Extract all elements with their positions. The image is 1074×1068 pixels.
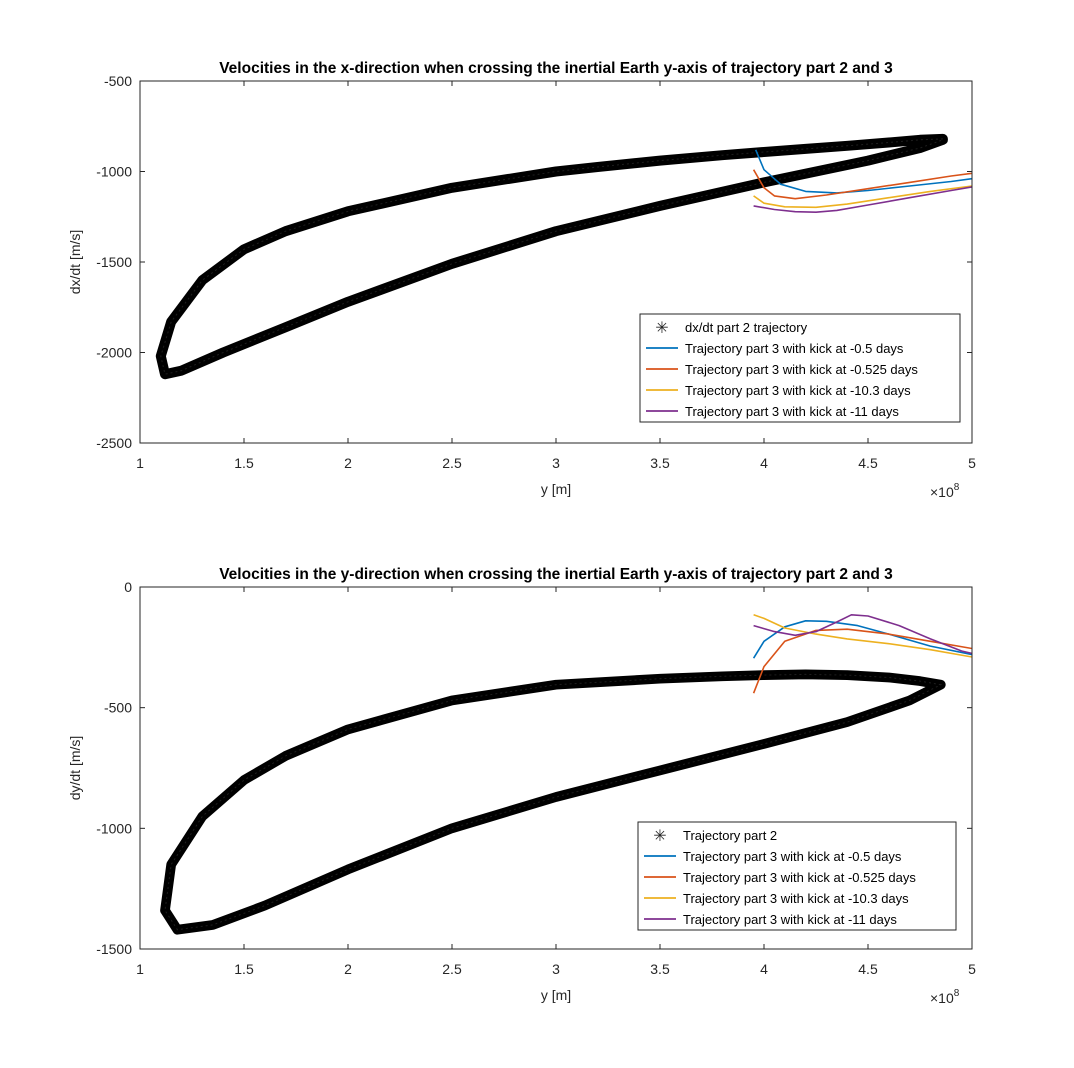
chart-1-x-exponent-base: ×10	[930, 484, 954, 500]
x-tick-label: 3	[552, 455, 560, 471]
x-tick-label: 1.5	[234, 961, 254, 977]
series-line-3	[753, 185, 972, 209]
x-tick-label: 3	[552, 961, 560, 977]
legend-entry-label: Trajectory part 3 with kick at -11 days	[685, 404, 899, 419]
y-tick-label: -2500	[96, 435, 132, 451]
y-tick-label: -1000	[96, 820, 132, 836]
x-tick-label: 2	[344, 455, 352, 471]
series-line-2	[752, 169, 972, 200]
y-tick-label: -1500	[96, 254, 132, 270]
loop-series-texture	[164, 673, 943, 931]
y-tick-label: 0	[124, 579, 132, 595]
series-line-3	[753, 614, 972, 658]
legend-entry-label: dx/dt part 2 trajectory	[685, 320, 808, 335]
chart-1-plot-area	[155, 133, 972, 380]
x-tick-label: 3.5	[650, 961, 670, 977]
chart-2-ylabel: dy/dt [m/s]	[67, 736, 83, 801]
legend-asterisk-marker: ✳	[655, 320, 668, 337]
legend-entry-label: Trajectory part 3 with kick at -10.3 day…	[683, 891, 909, 906]
chart-2-x-exponent-power: 8	[954, 988, 960, 999]
chart-2-legend: ✳ Trajectory part 2 Trajectory part 3 with…	[637, 821, 957, 931]
chart-2-plot-area	[160, 614, 972, 935]
legend-entry-label: Trajectory part 3 with kick at -0.5 days	[685, 341, 904, 356]
chart-1-title: Velocities in the x-direction when cross…	[219, 60, 893, 77]
legend-asterisk-marker: ✳	[653, 828, 666, 845]
x-tick-label: 4	[760, 961, 768, 977]
legend-entry-label: Trajectory part 3 with kick at -0.525 da…	[683, 870, 916, 885]
x-tick-label: 3.5	[650, 455, 670, 471]
x-tick-label: 5	[968, 455, 976, 471]
y-tick-label: -2000	[96, 345, 132, 361]
series-line-1	[752, 620, 972, 659]
x-tick-label: 2.5	[442, 961, 462, 977]
loop-series-texture	[160, 138, 944, 375]
x-tick-label: 4.5	[858, 961, 878, 977]
x-tick-label: 1	[136, 455, 144, 471]
chart-1-legend: ✳ dx/dt part 2 trajectory Trajectory part …	[639, 313, 961, 423]
chart-2-title: Velocities in the y-direction when cross…	[219, 566, 893, 583]
x-tick-label: 1.5	[234, 455, 254, 471]
x-tick-label: 5	[968, 961, 976, 977]
chart-2-marks	[160, 614, 972, 935]
chart-2: Velocities in the y-direction when cross…	[67, 566, 976, 1006]
loop-series-band	[160, 669, 946, 935]
legend-entry-label: Trajectory part 2	[683, 828, 777, 843]
x-tick-label: 1	[136, 961, 144, 977]
legend-box	[637, 821, 957, 931]
chart-1-ylabel: dx/dt [m/s]	[67, 230, 83, 295]
y-tick-label: -500	[104, 700, 132, 716]
chart-1-xlabel: y [m]	[541, 481, 571, 497]
chart-1-x-exponent: ×108	[930, 482, 960, 500]
y-tick-label: -500	[104, 73, 132, 89]
chart-2-ticks: 1 1.5 2 2.5 3 3.5 4 4.5 5 0 -500 -1000 -1500	[96, 579, 976, 977]
chart-1-x-exponent-power: 8	[954, 482, 960, 493]
chart-1-ticks: 1 1.5 2 2.5 3 3.5 4 4.5 5 -500 -1000 -1500 -2000 -250…	[96, 73, 976, 471]
legend-box	[639, 313, 961, 423]
chart-2-xlabel: y [m]	[541, 987, 571, 1003]
x-tick-label: 2	[344, 961, 352, 977]
legend-entry-label: Trajectory part 3 with kick at -0.525 da…	[685, 362, 918, 377]
legend-entry-label: Trajectory part 3 with kick at -0.5 days	[683, 849, 902, 864]
series-line-4	[753, 186, 972, 213]
legend-entry-label: Trajectory part 3 with kick at -10.3 day…	[685, 383, 911, 398]
chart-2-x-exponent-base: ×10	[930, 990, 954, 1006]
chart-2-x-exponent: ×108	[930, 988, 960, 1006]
series-line-2	[752, 628, 972, 694]
y-tick-label: -1000	[96, 164, 132, 180]
x-tick-label: 2.5	[442, 455, 462, 471]
x-tick-label: 4.5	[858, 455, 878, 471]
loop-series-band	[155, 133, 948, 380]
chart-1-marks	[155, 133, 972, 380]
y-tick-label: -1500	[96, 941, 132, 957]
legend-entry-label: Trajectory part 3 with kick at -11 days	[683, 912, 897, 927]
series-line-4	[753, 614, 972, 655]
chart-1: Velocities in the x-direction when cross…	[67, 60, 976, 500]
x-tick-label: 4	[760, 455, 768, 471]
